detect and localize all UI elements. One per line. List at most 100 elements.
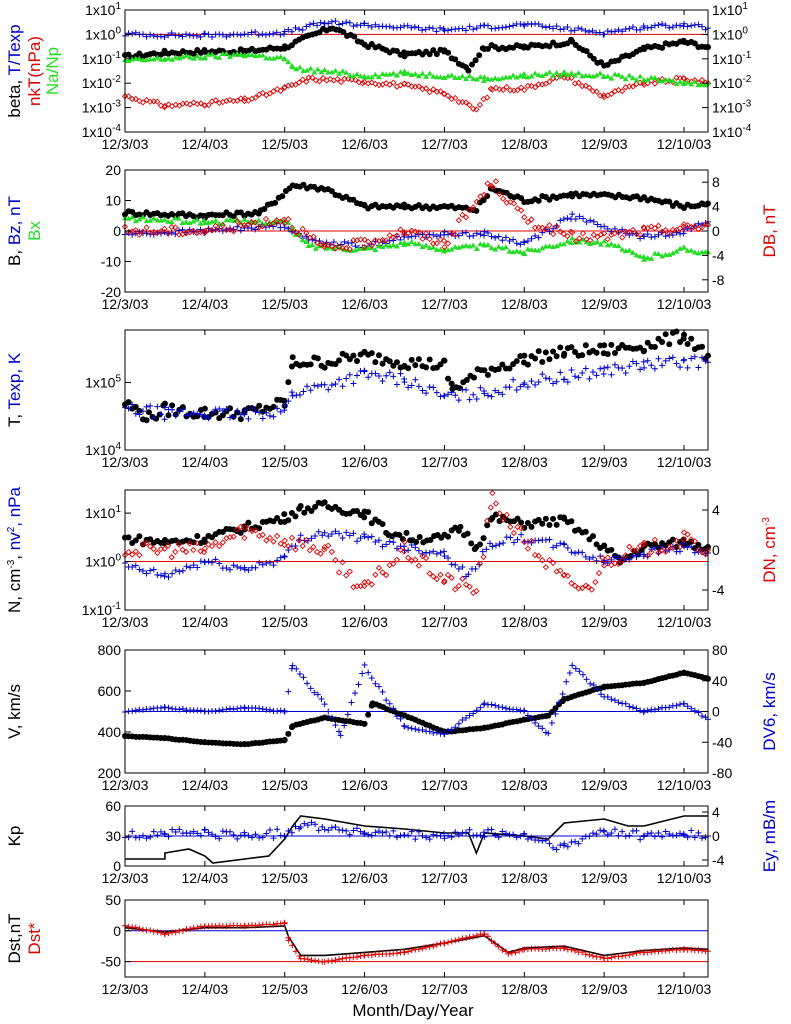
data-point (150, 215, 157, 221)
x-tick-label: 12/5/03 (261, 981, 308, 997)
data-point (179, 54, 186, 60)
data-point (503, 511, 510, 518)
data-point (132, 55, 139, 61)
data-point (583, 236, 590, 243)
data-point (629, 358, 636, 365)
data-point (699, 947, 706, 954)
data-point (604, 351, 611, 358)
data-point (318, 69, 325, 75)
data-point (524, 835, 531, 842)
data-point (677, 830, 684, 837)
data-point (227, 225, 234, 232)
data-point (500, 86, 507, 94)
data-point (582, 82, 589, 89)
data-point (408, 725, 415, 732)
data-point (571, 582, 579, 589)
data-point (314, 355, 321, 362)
x-tick-label: 12/3/03 (102, 981, 149, 997)
data-point (212, 409, 219, 416)
data-point (659, 339, 666, 346)
data-point (426, 24, 433, 31)
data-point (488, 393, 495, 400)
data-point (416, 533, 423, 540)
y-axis-label: Na/Np (43, 47, 62, 95)
data-point (587, 217, 594, 224)
data-point (611, 560, 619, 567)
data-point (311, 689, 318, 696)
data-point (604, 559, 611, 566)
data-point (484, 372, 491, 379)
data-point (542, 71, 549, 77)
data-point (521, 214, 528, 221)
data-point (589, 368, 596, 375)
data-point (637, 235, 644, 242)
data-point (161, 225, 168, 232)
data-point (179, 705, 186, 712)
data-point (241, 95, 248, 102)
data-point (521, 352, 528, 359)
data-point (212, 833, 219, 840)
data-point (136, 566, 143, 573)
x-tick-label: 12/10/03 (657, 981, 712, 997)
data-point (280, 31, 287, 38)
data-point (241, 407, 248, 414)
data-point (412, 726, 419, 733)
y-tick-label-right: -4 (712, 582, 725, 598)
data-point (465, 571, 472, 578)
data-point (517, 383, 524, 390)
data-point (129, 30, 136, 37)
data-point (230, 533, 237, 540)
data-point (459, 211, 466, 218)
data-point (578, 26, 585, 33)
data-point (372, 247, 379, 253)
data-point (154, 54, 161, 60)
data-point (292, 542, 299, 549)
data-point (564, 843, 571, 850)
data-point (550, 348, 557, 355)
data-point (532, 70, 539, 76)
data-point (281, 28, 288, 35)
data-point (601, 562, 608, 569)
data-point (343, 827, 350, 834)
data-point (259, 52, 266, 58)
data-point (655, 549, 662, 556)
data-point (365, 509, 372, 516)
data-point (430, 943, 437, 950)
data-point (666, 355, 673, 362)
data-point (336, 70, 343, 76)
data-point (481, 390, 488, 397)
axis-label-part: T/Texp (5, 24, 24, 75)
data-point (651, 74, 658, 80)
data-point (383, 571, 390, 579)
data-point (681, 946, 688, 953)
data-point (651, 544, 658, 551)
data-point (412, 544, 419, 551)
data-point (484, 230, 491, 237)
data-point (361, 720, 368, 727)
data-point (648, 830, 655, 837)
data-point (261, 206, 268, 213)
data-point (546, 222, 553, 229)
data-point (688, 946, 695, 953)
data-point (611, 697, 618, 704)
data-point (441, 731, 448, 738)
data-point (641, 256, 648, 262)
data-point (350, 73, 357, 79)
data-point (136, 834, 143, 841)
data-point (227, 705, 234, 712)
data-point (419, 945, 426, 952)
data-point (227, 828, 234, 835)
data-point (455, 720, 462, 727)
data-point (415, 946, 422, 953)
data-point (393, 232, 401, 239)
data-point (688, 705, 695, 712)
data-point (560, 25, 567, 32)
data-point (237, 523, 244, 531)
data-point (579, 949, 586, 956)
data-point (539, 224, 546, 231)
data-point (248, 834, 255, 841)
data-point (546, 521, 553, 528)
data-point (677, 78, 684, 84)
data-point (549, 559, 557, 567)
data-point (640, 539, 648, 546)
